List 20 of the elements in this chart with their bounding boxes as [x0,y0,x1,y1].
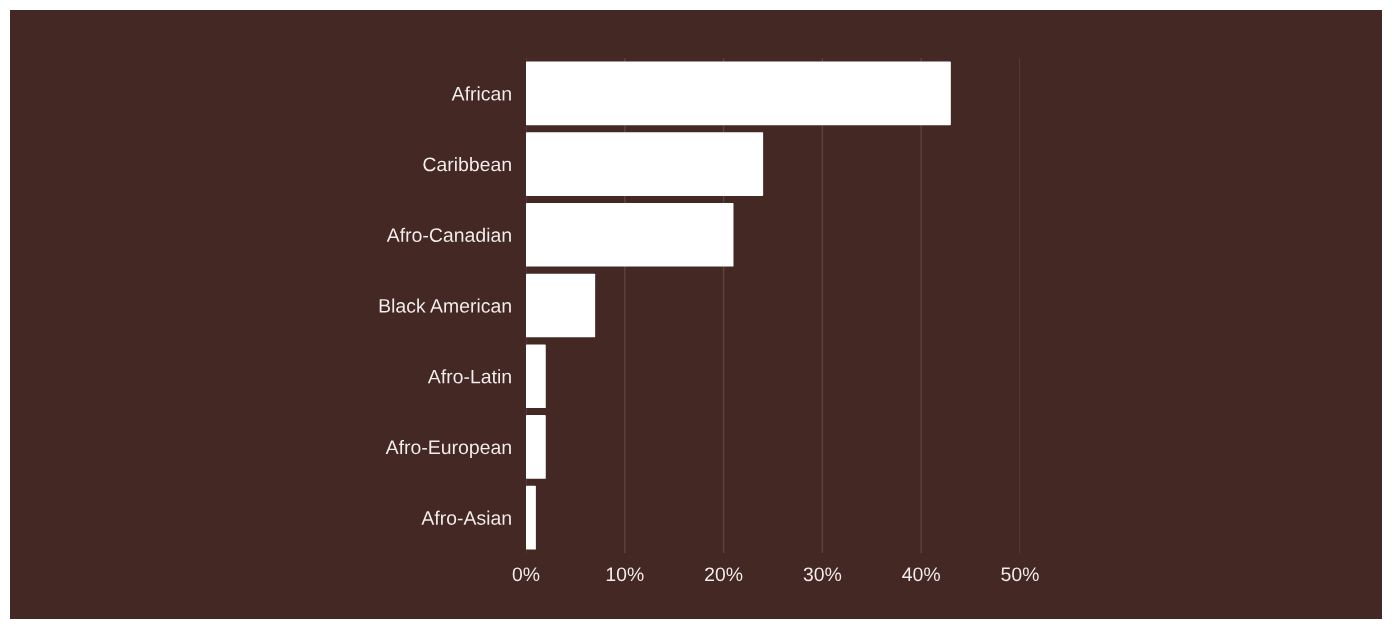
bar [526,485,536,550]
x-tick-label: 10% [606,567,644,582]
y-tick-label: Afro-Latin [427,369,511,384]
y-tick-label: Black American [379,298,511,313]
y-tick-label: Afro-Asian [421,510,511,525]
x-tick-label: 0% [512,567,540,582]
bar [526,61,951,126]
x-tick-label: 50% [1001,567,1039,582]
y-tick-label: Afro-Canadian [386,227,511,243]
bar [526,202,734,267]
y-tick-label: Caribbean [423,157,511,172]
bar [526,415,546,479]
x-tick-label: 40% [902,567,940,582]
bar [526,273,596,338]
bar [526,344,546,409]
bar [526,132,764,196]
x-tick-label: 20% [705,567,743,582]
y-tick-label: Afro-European [385,439,511,459]
y-tick-label: African [451,86,511,101]
x-tick-label: 30% [803,567,842,582]
